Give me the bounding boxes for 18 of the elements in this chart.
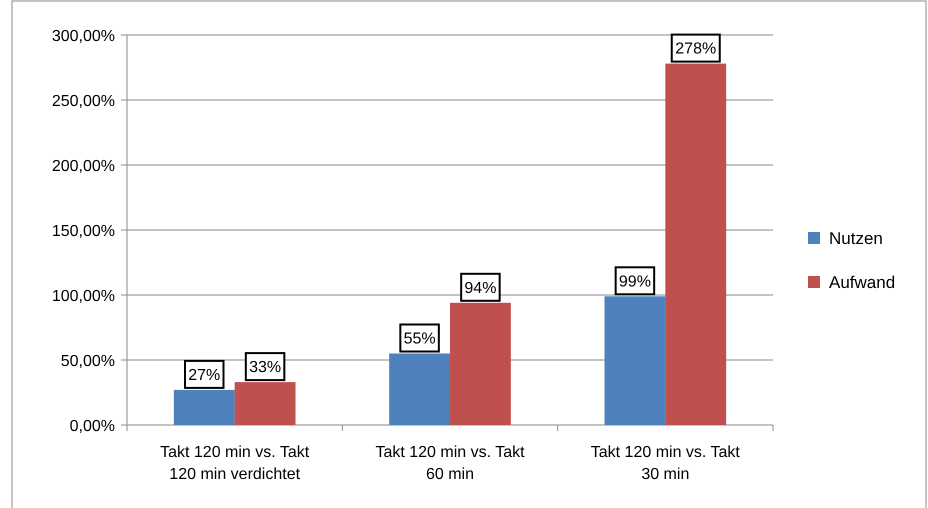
- data-label: 55%: [404, 330, 436, 348]
- y-tick-label: 150,00%: [52, 223, 115, 240]
- y-tick-label: 0,00%: [70, 418, 115, 435]
- data-label: 27%: [188, 366, 220, 384]
- data-label: 33%: [249, 359, 282, 376]
- legend-label: Nutzen: [829, 229, 883, 248]
- y-tick-label: 300,00%: [52, 28, 115, 45]
- y-tick-label: 50,00%: [60, 353, 115, 370]
- data-label: 278%: [675, 40, 716, 58]
- y-tick-label: 100,00%: [52, 288, 115, 305]
- data-label: 94%: [464, 280, 496, 297]
- x-tick-label: Takt 120 min vs. Takt 60 min: [375, 444, 526, 483]
- data-label: 99%: [618, 273, 651, 290]
- x-tick-label: Takt 120 min vs. Takt 30 min: [590, 444, 740, 483]
- y-tick-label: 250,00%: [52, 93, 115, 110]
- legend-label: Aufwand: [829, 273, 896, 292]
- x-tick-label: Takt 120 min vs. Takt 120 min verdichtet: [160, 444, 310, 483]
- y-tick-label: 200,00%: [52, 158, 115, 175]
